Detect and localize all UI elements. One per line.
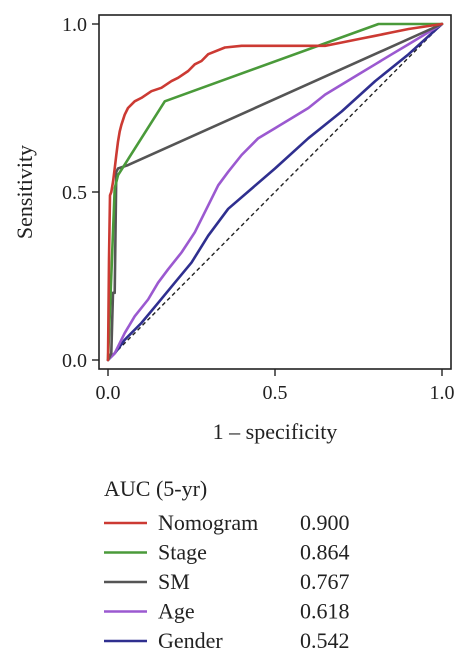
legend-label-sm: SM bbox=[158, 569, 190, 594]
series-line-age bbox=[106, 22, 444, 362]
legend-auc-sm: 0.767 bbox=[300, 569, 350, 594]
x-tick-label: 0.0 bbox=[96, 382, 121, 404]
reference-diagonal bbox=[107, 23, 443, 361]
x-axis-label: 1 – specificity bbox=[213, 419, 338, 444]
legend-label-age: Age bbox=[158, 599, 195, 624]
legend-auc-gender: 0.542 bbox=[300, 628, 350, 653]
plot-area: 0.0 0.0 0.5 0.5 1.0 1.0 bbox=[62, 14, 455, 404]
legend-auc-nomogram: 0.900 bbox=[300, 510, 350, 535]
y-tick-label: 1.0 bbox=[62, 14, 87, 36]
y-tick-label: 0.0 bbox=[62, 350, 87, 372]
legend-title: AUC (5-yr) bbox=[104, 476, 207, 501]
legend-auc-age: 0.618 bbox=[300, 599, 350, 624]
y-axis-label: Sensitivity bbox=[12, 145, 37, 239]
series-line-gender bbox=[106, 22, 444, 362]
series-line-sm bbox=[106, 22, 444, 362]
x-tick-label: 1.0 bbox=[430, 382, 455, 404]
legend-label-nomogram: Nomogram bbox=[158, 510, 258, 535]
legend-label-gender: Gender bbox=[158, 628, 223, 653]
legend: AUC (5-yr) Nomogram 0.900 Stage 0.864 SM 0.76… bbox=[104, 476, 350, 653]
x-tick-label: 0.5 bbox=[263, 382, 288, 404]
legend-label-stage: Stage bbox=[158, 540, 207, 565]
series-line-stage bbox=[106, 22, 444, 362]
series-line-nomogram bbox=[106, 22, 444, 362]
legend-auc-stage: 0.864 bbox=[300, 540, 350, 565]
y-tick-label: 0.5 bbox=[62, 182, 87, 204]
axes-frame bbox=[98, 14, 452, 370]
